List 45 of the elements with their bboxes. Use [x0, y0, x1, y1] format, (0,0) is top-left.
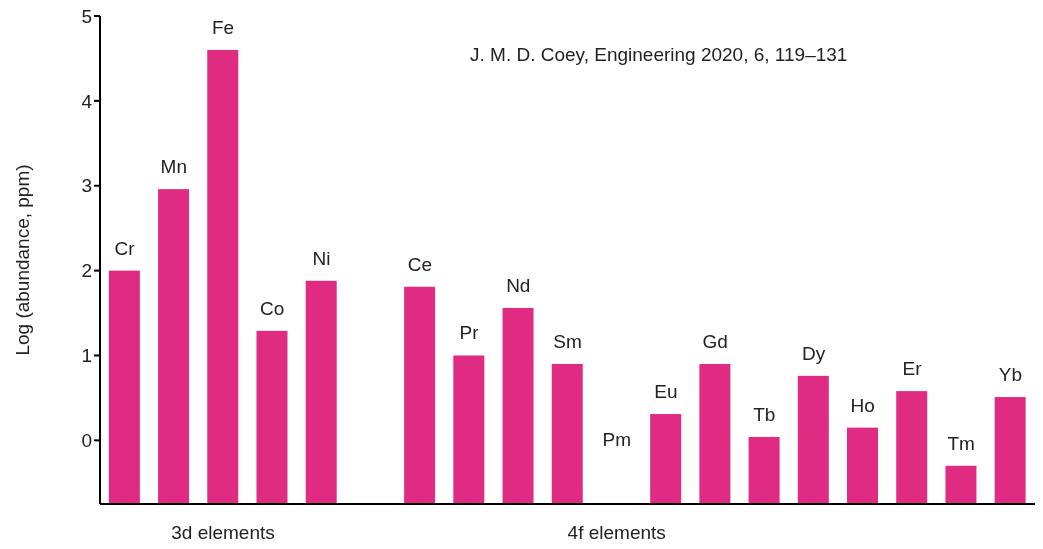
x-tick-label: Fe	[211, 16, 235, 38]
bar	[994, 397, 1026, 504]
y-tick-label: 4	[81, 90, 93, 112]
bar	[847, 427, 879, 504]
x-tick-label: Mn	[160, 156, 188, 178]
bar	[699, 363, 731, 504]
x-tick-label: Cr	[114, 237, 136, 259]
x-tick-label: Yb	[998, 364, 1023, 386]
text: 3d elements	[171, 522, 275, 544]
x-tick-label: Ho	[850, 394, 875, 416]
bar	[650, 414, 682, 504]
x-tick-label: Ni	[312, 247, 331, 269]
x-tick-label: Sm	[553, 330, 582, 352]
y-tick-label: 2	[81, 260, 92, 282]
bar	[305, 280, 337, 504]
y-tick-label: 3	[81, 175, 92, 197]
bar	[207, 49, 239, 504]
bar	[551, 363, 583, 504]
bar	[797, 375, 829, 504]
x-tick-label: Ce	[407, 253, 433, 275]
bar	[502, 307, 534, 504]
bar	[748, 436, 780, 504]
y-axis-title: Log (abundance, ppm)	[11, 164, 33, 356]
y-tick-label: 0	[81, 430, 92, 452]
x-tick-label: Pm	[602, 429, 631, 451]
bar	[108, 270, 140, 504]
x-tick-label: Nd	[506, 274, 531, 296]
x-tick-label: Gd	[702, 330, 728, 352]
bar	[945, 465, 977, 504]
x-tick-label: Eu	[654, 381, 678, 403]
x-tick-label: Tm	[947, 432, 975, 454]
bar	[896, 391, 928, 504]
x-tick-label: Dy	[801, 342, 826, 364]
x-tick-label: Er	[902, 358, 923, 380]
text: 4f elements	[567, 522, 666, 544]
x-tick-label: Tb	[753, 403, 776, 425]
bar	[453, 355, 485, 504]
bar	[158, 189, 190, 504]
y-tick-label: 1	[81, 345, 92, 367]
bar	[256, 330, 288, 504]
bar	[404, 286, 436, 504]
y-tick-label: 5	[81, 5, 92, 27]
annotation: J. M. D. Coey, Engineering 2020, 6, 119–131	[470, 44, 848, 66]
x-tick-label: Co	[260, 297, 285, 319]
x-tick-label: Pr	[459, 322, 480, 344]
